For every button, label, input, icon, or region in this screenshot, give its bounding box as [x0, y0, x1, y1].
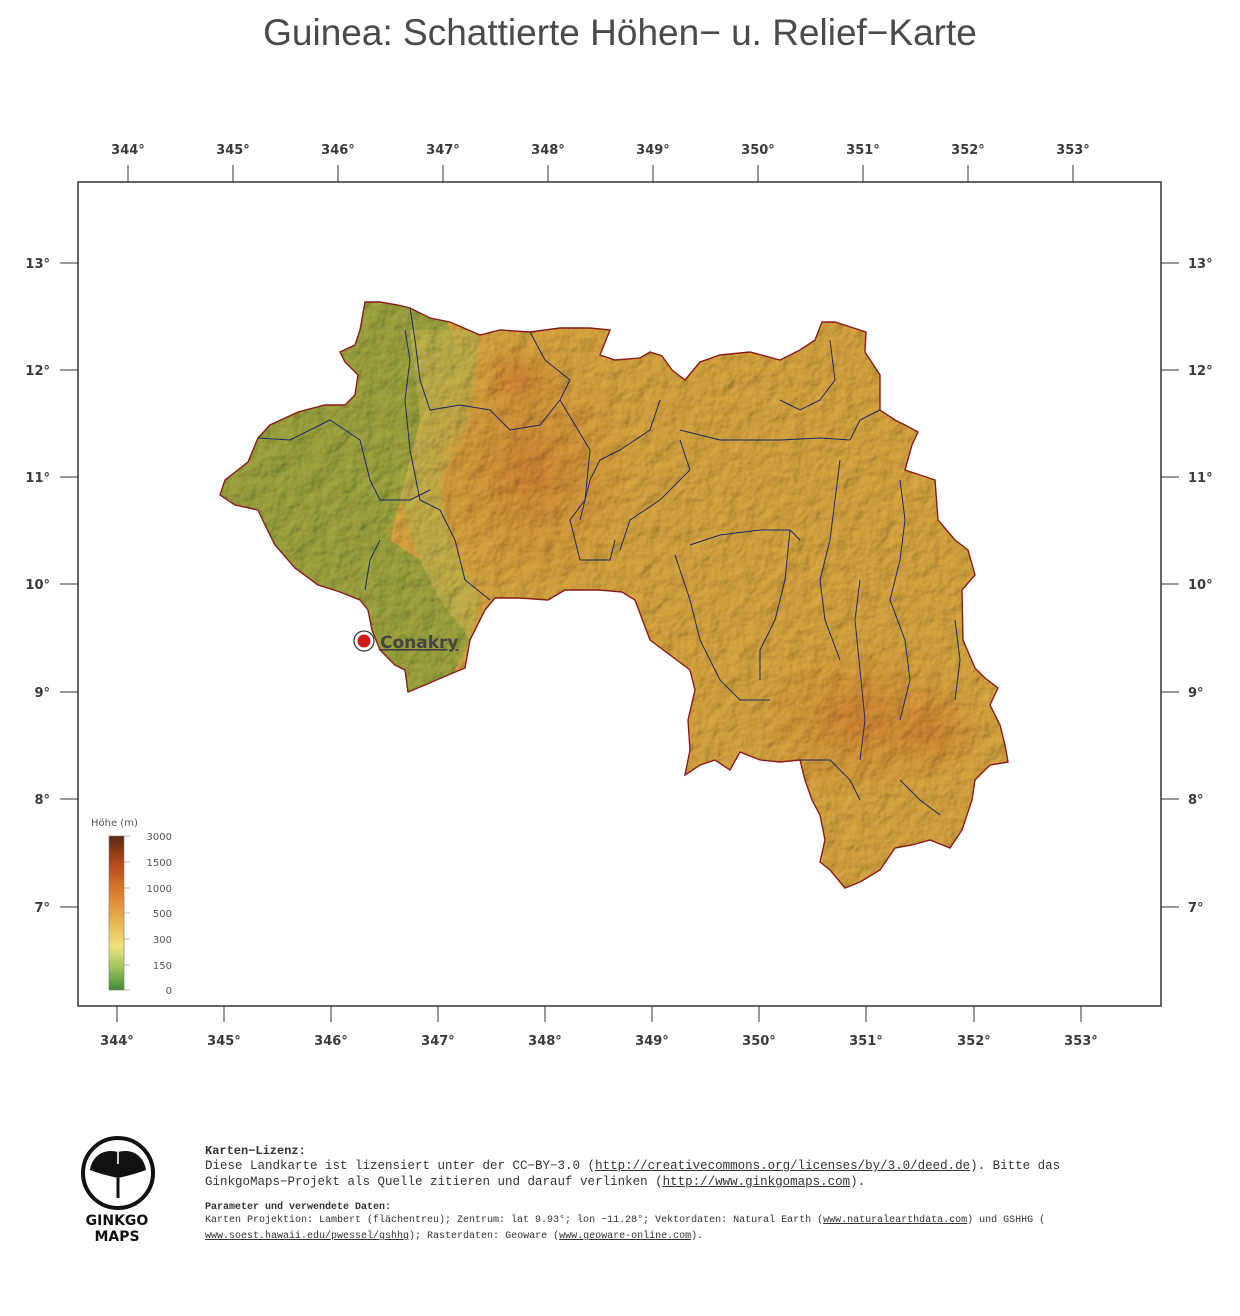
bottom-axis: 344° 345° 346° 347° 348° 349° 350° 351° …	[100, 1006, 1098, 1049]
map-frame	[77, 181, 1162, 1007]
top-tick-label: 346°	[321, 143, 355, 158]
geoware-link[interactable]: www.geoware-online.com	[559, 1231, 692, 1242]
legend-label: 0	[166, 986, 172, 997]
license-line-2: GinkgoMaps−Projekt als Quelle zitieren u…	[205, 1174, 1205, 1190]
legend-label: 300	[153, 935, 172, 946]
right-tick-label: 13°	[1188, 257, 1213, 272]
params-text: ); Rasterdaten: Geoware (	[409, 1231, 560, 1242]
license-link[interactable]: http://creativecommons.org/licenses/by/3…	[595, 1159, 971, 1173]
license-heading: Karten−Lizenz:	[205, 1144, 306, 1158]
bottom-tick-label: 344°	[100, 1034, 134, 1049]
logo-line2: MAPS	[94, 1229, 140, 1245]
license-text: ).	[850, 1175, 866, 1189]
top-tick-label: 352°	[951, 143, 985, 158]
left-tick-label: 13°	[25, 257, 50, 272]
params-text: ).	[691, 1231, 704, 1242]
left-tick-label: 8°	[34, 793, 50, 808]
license-text: Diese Landkarte ist lizensiert unter der…	[205, 1159, 596, 1173]
logo-line1: GINKGO	[85, 1213, 149, 1229]
params-line-1: Karten Projektion: Lambert (flächentreu)…	[205, 1213, 1205, 1229]
right-tick-label: 9°	[1188, 686, 1204, 701]
left-axis: 13° 12° 11° 10° 9° 8° 7°	[25, 257, 78, 916]
top-axis: 344° 345° 346° 347° 348° 349° 350° 351° …	[111, 143, 1090, 182]
right-tick-label: 11°	[1188, 471, 1213, 486]
legend-label: 1500	[147, 858, 172, 869]
license-text: GinkgoMaps−Projekt als Quelle zitieren u…	[205, 1175, 663, 1189]
right-axis: 13° 12° 11° 10° 9° 8° 7°	[1161, 257, 1213, 916]
legend-title: Höhe (m)	[91, 818, 138, 829]
top-tick-label: 351°	[846, 143, 880, 158]
bottom-tick-label: 353°	[1064, 1034, 1098, 1049]
bottom-tick-label: 346°	[314, 1034, 348, 1049]
top-tick-label: 353°	[1056, 143, 1090, 158]
params-text: Karten Projektion: Lambert (flächentreu)…	[205, 1215, 824, 1226]
params-line-2: www.soest.hawaii.edu/pwessel/gshhg); Ras…	[205, 1229, 1205, 1245]
bottom-tick-label: 345°	[207, 1034, 241, 1049]
gshhg-link[interactable]: www.soest.hawaii.edu/pwessel/gshhg	[205, 1231, 410, 1242]
legend-label: 150	[153, 961, 172, 972]
license-text: ). Bitte das	[970, 1159, 1061, 1173]
map-title: Guinea: Schattierte Höhen− u. Relief−Kar…	[263, 12, 977, 53]
right-tick-label: 10°	[1188, 578, 1213, 593]
legend-label: 500	[153, 909, 172, 920]
capital-conakry[interactable]: Conakry	[353, 630, 459, 653]
region-boundaries	[257, 307, 961, 816]
legend-colorbar	[108, 835, 125, 991]
left-tick-label: 10°	[25, 578, 50, 593]
top-tick-label: 348°	[531, 143, 565, 158]
bottom-tick-label: 351°	[849, 1034, 883, 1049]
top-tick-label: 349°	[636, 143, 670, 158]
bottom-tick-label: 349°	[635, 1034, 669, 1049]
ginkgomaps-link[interactable]: http://www.ginkgomaps.com	[662, 1175, 851, 1189]
elevation-legend: Höhe (m) 3000 1500 1000 500 300 150 0	[91, 818, 172, 997]
legend-label: 1000	[147, 884, 172, 895]
left-tick-label: 12°	[25, 364, 50, 379]
top-tick-label: 344°	[111, 143, 145, 158]
bottom-tick-label: 347°	[421, 1034, 455, 1049]
left-tick-label: 9°	[34, 686, 50, 701]
bottom-tick-label: 348°	[528, 1034, 562, 1049]
logo-text: GINKGO MAPS	[72, 1213, 162, 1245]
city-label: Conakry	[380, 633, 459, 653]
params-text: ) und GSHHG (	[967, 1215, 1046, 1226]
params-heading: Parameter und verwendete Daten:	[205, 1202, 392, 1213]
footer: Karten−Lizenz: Diese Landkarte ist lizen…	[205, 1144, 1205, 1245]
legend-label: 3000	[147, 832, 172, 843]
left-tick-label: 7°	[34, 901, 50, 916]
license-line-1: Diese Landkarte ist lizensiert unter der…	[205, 1158, 1205, 1174]
naturalearth-link[interactable]: www.naturalearthdata.com	[823, 1215, 968, 1226]
left-tick-label: 11°	[25, 471, 50, 486]
ginkgo-logo-icon	[81, 1136, 155, 1210]
right-tick-label: 12°	[1188, 364, 1213, 379]
right-tick-label: 7°	[1188, 901, 1204, 916]
bottom-tick-label: 352°	[957, 1034, 991, 1049]
top-tick-label: 345°	[216, 143, 250, 158]
bottom-tick-label: 350°	[742, 1034, 776, 1049]
capital-dot	[357, 634, 371, 648]
top-tick-label: 350°	[741, 143, 775, 158]
right-tick-label: 8°	[1188, 793, 1204, 808]
top-tick-label: 347°	[426, 143, 460, 158]
